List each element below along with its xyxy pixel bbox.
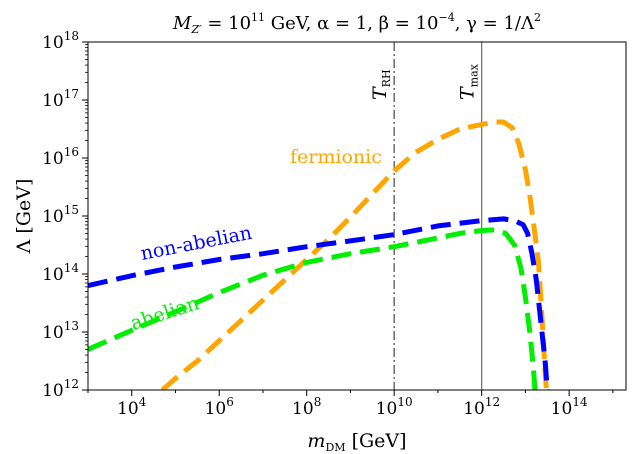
y-tick-label: 1016 bbox=[42, 145, 79, 169]
y-tick-label: 1015 bbox=[42, 203, 79, 227]
y-tick-label: 1018 bbox=[42, 29, 79, 53]
y-tick-label: 1014 bbox=[42, 261, 79, 285]
x-tick-base: 10 bbox=[117, 399, 139, 419]
x-tick-label: 1014 bbox=[551, 395, 588, 419]
series-label-abelian: abelian bbox=[128, 292, 202, 335]
x-tick-exp: 8 bbox=[314, 395, 322, 409]
x-tick-label: 1010 bbox=[376, 395, 413, 419]
title-gamma-exp: 2 bbox=[534, 11, 541, 24]
chart-title-text: MZ′ = 1011 GeV, α = 1, β = 10−4, γ = 1/Λ… bbox=[172, 11, 541, 36]
y-tick-exp: 17 bbox=[64, 87, 79, 101]
series-group bbox=[88, 119, 550, 390]
title-mass-sub: Z′ bbox=[190, 23, 202, 36]
title-mid: GeV, α = 1, β = 10 bbox=[265, 13, 438, 34]
title-beta-exp: −4 bbox=[439, 11, 455, 24]
x-tick-label: 108 bbox=[292, 395, 321, 419]
x-tick-exp: 10 bbox=[397, 395, 412, 409]
y-tick-exp: 16 bbox=[64, 145, 79, 159]
vline-label-max: Tmax bbox=[457, 63, 481, 100]
y-tick-exp: 13 bbox=[64, 319, 79, 333]
y-tick-label: 1013 bbox=[42, 319, 79, 343]
y-axis-title: Λ [GeV] bbox=[13, 179, 35, 255]
series-line-abelian bbox=[88, 227, 538, 390]
y-tick-exp: 14 bbox=[64, 261, 80, 275]
x-tick-label: 106 bbox=[205, 395, 234, 419]
y-tick-label: 1017 bbox=[42, 87, 79, 111]
y-tick-base: 10 bbox=[42, 207, 64, 227]
x-axis-title-main: m bbox=[307, 430, 325, 452]
x-axis-title-unit: [GeV] bbox=[346, 430, 407, 452]
x-tick-exp: 12 bbox=[485, 395, 500, 409]
title-mass-exp: 11 bbox=[251, 11, 265, 24]
y-tick-exp: 15 bbox=[64, 203, 79, 217]
chart-title: MZ′ = 1011 GeV, α = 1, β = 10−4, γ = 1/Λ… bbox=[172, 11, 541, 36]
plot-frame bbox=[87, 41, 627, 391]
y-tick-base: 10 bbox=[42, 33, 64, 53]
x-tick-exp: 14 bbox=[572, 395, 588, 409]
y-tick-base: 10 bbox=[42, 323, 64, 343]
title-tail: , γ = 1/Λ bbox=[455, 13, 535, 34]
title-mass-value: = 10 bbox=[202, 13, 251, 34]
series-line-non-abelian bbox=[88, 216, 550, 390]
vline-label-rh: TRH bbox=[369, 69, 393, 100]
vline-label-sub: max bbox=[468, 63, 481, 87]
vline-label-main: T bbox=[369, 86, 391, 100]
y-tick-base: 10 bbox=[42, 265, 64, 285]
x-axis-title: mDM [GeV] bbox=[307, 430, 406, 454]
y-tick-exp: 18 bbox=[64, 29, 79, 43]
x-tick-base: 10 bbox=[292, 399, 314, 419]
y-tick-exp: 12 bbox=[64, 377, 79, 391]
x-tick-label: 104 bbox=[117, 395, 147, 419]
x-tick-base: 10 bbox=[205, 399, 227, 419]
x-tick-label: 1012 bbox=[463, 395, 500, 419]
x-tick-exp: 4 bbox=[139, 395, 147, 409]
x-axis-title-sub: DM bbox=[325, 441, 345, 454]
x-tick-base: 10 bbox=[463, 399, 485, 419]
y-tick-label: 1012 bbox=[42, 377, 79, 401]
title-mass-symbol: M bbox=[172, 13, 192, 34]
series-label-fermionic: fermionic bbox=[290, 146, 382, 168]
x-tick-exp: 6 bbox=[226, 395, 234, 409]
y-tick-base: 10 bbox=[42, 149, 64, 169]
y-tick-base: 10 bbox=[42, 91, 64, 111]
y-tick-base: 10 bbox=[42, 381, 64, 401]
vline-label-main: T bbox=[457, 86, 479, 100]
series-line-fermionic bbox=[160, 119, 549, 390]
vline-label-sub: RH bbox=[380, 69, 393, 87]
x-tick-base: 10 bbox=[376, 399, 398, 419]
x-tick-base: 10 bbox=[551, 399, 573, 419]
